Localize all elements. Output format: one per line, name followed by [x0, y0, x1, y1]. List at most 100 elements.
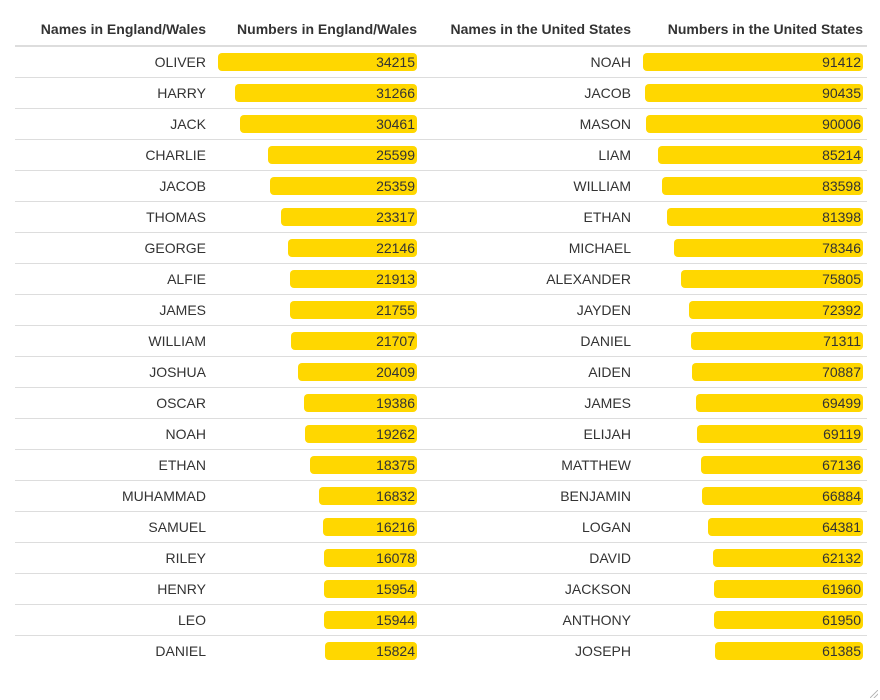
cell-name-united-states: ETHAN [421, 201, 635, 233]
data-bar [657, 146, 863, 164]
bar-track: 25599 [218, 145, 417, 165]
header-row: Names in England/Wales Numbers in Englan… [15, 13, 867, 47]
data-label: 90006 [822, 116, 861, 132]
header-names-england-wales[interactable]: Names in England/Wales [15, 13, 210, 47]
cell-number-united-states: 61950 [635, 604, 867, 636]
data-label: 75805 [822, 271, 861, 287]
cell-number-united-states: 90006 [635, 108, 867, 140]
data-label: 72392 [822, 302, 861, 318]
data-bar [713, 580, 863, 598]
cell-name-united-states: WILLIAM [421, 170, 635, 202]
data-label: 34215 [376, 54, 415, 70]
header-names-united-states[interactable]: Names in the United States [421, 13, 635, 47]
cell-number-england-wales: 20409 [210, 356, 421, 388]
cell-name-united-states: AIDEN [421, 356, 635, 388]
data-label: 71311 [823, 333, 861, 349]
data-label: 16832 [376, 488, 415, 504]
cell-name-england-wales: JOSHUA [15, 356, 210, 388]
bar-track: 25359 [218, 176, 417, 196]
data-bar [692, 363, 863, 381]
bar-track: 61960 [643, 579, 863, 599]
data-bar [713, 611, 863, 629]
data-bar [322, 518, 417, 536]
data-bar [290, 332, 417, 350]
bar-track: 15944 [218, 610, 417, 630]
bar-track: 83598 [643, 176, 863, 196]
data-bar [680, 270, 863, 288]
table-row: DANIEL 15824 JOSEPH 61385 [15, 635, 867, 666]
data-label: 15944 [376, 612, 415, 628]
cell-number-england-wales: 34215 [210, 46, 421, 78]
table-row: HENRY 15954 JACKSON 61960 [15, 573, 867, 605]
cell-name-england-wales: GEORGE [15, 232, 210, 264]
cell-name-united-states: JACOB [421, 77, 635, 109]
table-row: NOAH 19262 ELIJAH 69119 [15, 418, 867, 450]
table-row: ALFIE 21913 ALEXANDER 75805 [15, 263, 867, 295]
table-row: ETHAN 18375 MATTHEW 67136 [15, 449, 867, 481]
cell-name-england-wales: JAMES [15, 294, 210, 326]
bar-track: 72392 [643, 300, 863, 320]
data-label: 31266 [376, 85, 415, 101]
cell-number-england-wales: 16832 [210, 480, 421, 512]
cell-number-united-states: 61385 [635, 635, 867, 666]
data-bar [324, 611, 417, 629]
data-bar [218, 53, 417, 71]
cell-name-england-wales: DANIEL [15, 635, 210, 666]
bar-track: 78346 [643, 238, 863, 258]
cell-number-united-states: 64381 [635, 511, 867, 543]
cell-name-england-wales: RILEY [15, 542, 210, 574]
cell-number-england-wales: 25359 [210, 170, 421, 202]
bar-track: 18375 [218, 455, 417, 475]
cell-number-england-wales: 15824 [210, 635, 421, 666]
data-bar [715, 642, 863, 660]
bar-track: 90435 [643, 83, 863, 103]
header-numbers-united-states[interactable]: Numbers in the United States [635, 13, 867, 47]
cell-number-united-states: 85214 [635, 139, 867, 171]
cell-number-england-wales: 22146 [210, 232, 421, 264]
data-label: 66884 [822, 488, 861, 504]
cell-number-united-states: 67136 [635, 449, 867, 481]
table-row: SAMUEL 16216 LOGAN 64381 [15, 511, 867, 543]
bar-track: 16832 [218, 486, 417, 506]
bar-track: 15954 [218, 579, 417, 599]
cell-name-united-states: ALEXANDER [421, 263, 635, 295]
cell-number-united-states: 62132 [635, 542, 867, 574]
cell-name-united-states: DANIEL [421, 325, 635, 357]
bar-track: 21913 [218, 269, 417, 289]
cell-name-united-states: ELIJAH [421, 418, 635, 450]
bar-track: 61950 [643, 610, 863, 630]
data-label: 83598 [822, 178, 861, 194]
data-bar [674, 239, 863, 257]
cell-name-united-states: JAYDEN [421, 294, 635, 326]
data-label: 62132 [822, 550, 861, 566]
bar-track: 19262 [218, 424, 417, 444]
resize-handle-icon[interactable] [870, 690, 878, 698]
header-numbers-england-wales[interactable]: Numbers in England/Wales [210, 13, 421, 47]
data-label: 70887 [822, 364, 861, 380]
cell-name-england-wales: ETHAN [15, 449, 210, 481]
table-row: OSCAR 19386 JAMES 69499 [15, 387, 867, 419]
data-label: 21755 [376, 302, 415, 318]
table-row: MUHAMMAD 16832 BENJAMIN 66884 [15, 480, 867, 512]
cell-name-united-states: MATTHEW [421, 449, 635, 481]
data-bar [298, 363, 417, 381]
table-row: JAMES 21755 JAYDEN 72392 [15, 294, 867, 326]
cell-number-england-wales: 18375 [210, 449, 421, 481]
cell-name-england-wales: HENRY [15, 573, 210, 605]
cell-number-united-states: 90435 [635, 77, 867, 109]
bar-track: 69119 [643, 424, 863, 444]
data-label: 25359 [376, 178, 415, 194]
cell-number-united-states: 69119 [635, 418, 867, 450]
data-label: 15954 [376, 581, 415, 597]
data-label: 16078 [376, 550, 415, 566]
table-row: HARRY 31266 JACOB 90435 [15, 77, 867, 109]
cell-name-united-states: DAVID [421, 542, 635, 574]
bar-track: 16078 [218, 548, 417, 568]
cell-name-united-states: NOAH [590, 54, 631, 70]
data-label: 18375 [376, 457, 415, 473]
data-label: 25599 [376, 147, 415, 163]
bar-track: 91412 [643, 52, 863, 72]
data-bar [661, 177, 863, 195]
cell-name-england-wales: NOAH [15, 418, 210, 450]
data-label: 90435 [822, 85, 861, 101]
